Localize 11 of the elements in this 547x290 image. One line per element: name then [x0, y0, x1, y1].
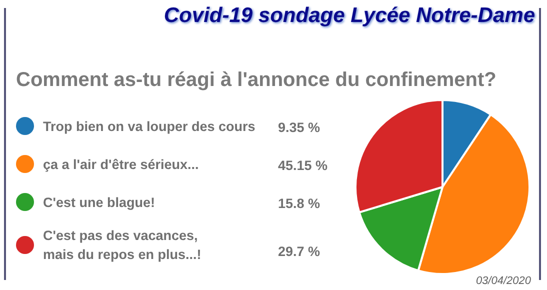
data-label: 15.8 %	[278, 196, 320, 211]
legend-label: C'est une blague!	[43, 194, 155, 212]
text: 03/04/2020	[476, 275, 531, 287]
data-label: 45.15 %	[278, 158, 328, 173]
chart-title: Covid-19 sondage Lycée Notre-Dame	[164, 4, 535, 28]
legend-label: ça a l'air d'être sérieux...	[43, 156, 199, 174]
legend-label: C'est pas des vacances, mais du repos en plus...!	[43, 227, 202, 264]
legend-label: Trop bien on va louper des cours	[43, 118, 256, 136]
data-label: 9.35 %	[278, 120, 320, 135]
data-label: 29.7 %	[278, 244, 320, 259]
chart-subtitle: Comment as-tu réagi à l'annonce du confinement?	[16, 69, 496, 92]
